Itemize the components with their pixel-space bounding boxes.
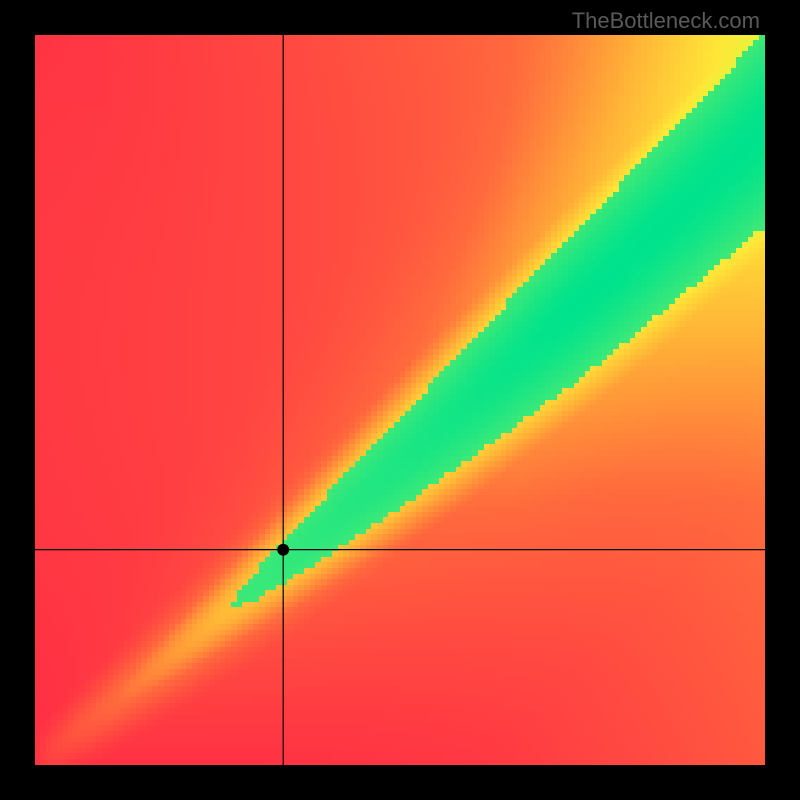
watermark-text: TheBottleneck.com xyxy=(572,8,760,34)
chart-container: TheBottleneck.com xyxy=(0,0,800,800)
bottleneck-heatmap xyxy=(35,35,765,765)
